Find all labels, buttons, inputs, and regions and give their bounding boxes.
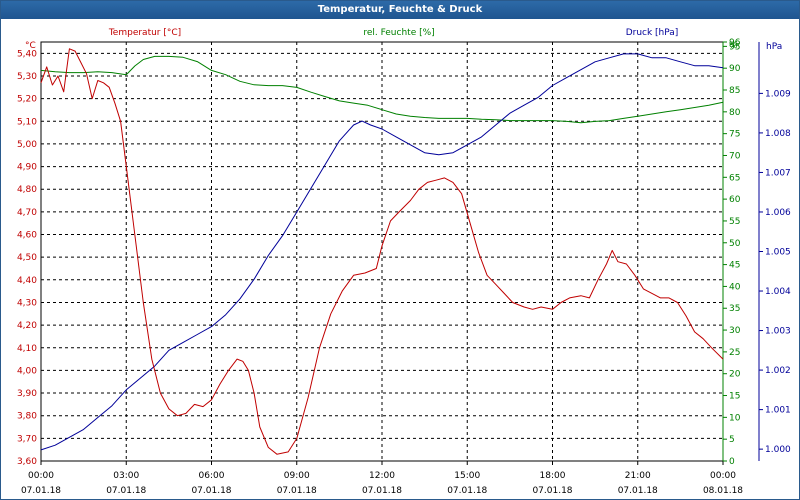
tick-label-time: 09:00 xyxy=(284,471,310,481)
tick-label-temperature: 4,20 xyxy=(17,321,37,331)
tick-label-temperature: 4,80 xyxy=(17,185,37,195)
tick-label-pressure: 1.004 xyxy=(765,287,791,297)
tick-label-date: 07.01.18 xyxy=(277,486,317,496)
tick-label-pressure: 1.008 xyxy=(765,129,791,139)
tick-label-humidity: 40 xyxy=(729,282,741,292)
tick-label-date: 07.01.18 xyxy=(447,486,487,496)
tick-label-temperature: 5,30 xyxy=(17,72,37,82)
series-line-temperature xyxy=(40,48,724,455)
tick-label-humidity: 15 xyxy=(729,392,740,402)
tick-label-humidity: 30 xyxy=(729,326,741,336)
tick-label-humidity: 95 xyxy=(729,42,740,52)
tick-label-time: 21:00 xyxy=(625,471,651,481)
tick-label-humidity: 10 xyxy=(729,413,741,423)
axis-unit-pressure: hPa xyxy=(766,42,782,52)
tick-label-humidity: 5 xyxy=(729,435,735,445)
tick-label-temperature: 3,60 xyxy=(17,457,37,467)
tick-label-date: 07.01.18 xyxy=(106,486,146,496)
series-label-humidity: rel. Feuchte [%] xyxy=(363,28,434,38)
tick-label-time: 06:00 xyxy=(199,471,225,481)
tick-label-humidity: 75 xyxy=(729,130,740,140)
tick-label-time: 12:00 xyxy=(369,471,395,481)
tick-label-temperature: 5,40 xyxy=(17,49,37,59)
tick-label-humidity: 80 xyxy=(729,108,741,118)
tick-label-date: 08.01.18 xyxy=(703,486,743,496)
tick-label-temperature: 3,80 xyxy=(17,412,37,422)
tick-label-temperature: 4,00 xyxy=(17,366,37,376)
tick-label-time: 18:00 xyxy=(540,471,566,481)
tick-label-temperature: 4,90 xyxy=(17,163,37,173)
tick-label-pressure: 1.009 xyxy=(765,89,791,99)
tick-label-temperature: 5,10 xyxy=(17,117,37,127)
tick-label-pressure: 1.003 xyxy=(765,327,791,337)
tick-label-temperature: 4,70 xyxy=(17,208,37,218)
tick-label-pressure: 1.006 xyxy=(765,208,791,218)
tick-label-pressure: 1.005 xyxy=(765,248,791,258)
tick-label-humidity: 20 xyxy=(729,370,741,380)
series-line-pressure xyxy=(40,53,724,451)
tick-label-temperature: 4,60 xyxy=(17,231,37,241)
window-title: Temperatur, Feuchte & Druck xyxy=(1,1,799,19)
tick-label-humidity: 60 xyxy=(729,195,741,205)
tick-label-pressure: 1.007 xyxy=(765,168,791,178)
tick-label-time: 00:00 xyxy=(710,471,736,481)
tick-label-date: 07.01.18 xyxy=(618,486,658,496)
tick-label-time: 15:00 xyxy=(454,471,480,481)
tick-label-temperature: 3,90 xyxy=(17,389,37,399)
axis-unit-humidity: % xyxy=(729,41,738,51)
tick-label-humidity: 50 xyxy=(729,239,741,249)
tick-label-temperature: 3,70 xyxy=(17,434,37,444)
tick-label-date: 07.01.18 xyxy=(532,486,572,496)
tick-label-humidity: 55 xyxy=(729,217,740,227)
series-label-pressure: Druck [hPa] xyxy=(626,28,679,38)
tick-label-humidity: 70 xyxy=(729,151,741,161)
tick-label-humidity: 35 xyxy=(729,304,740,314)
tick-label-temperature: 4,10 xyxy=(17,344,37,354)
tick-label-time: 00:00 xyxy=(28,471,54,481)
tick-label-temperature: 4,40 xyxy=(17,276,37,286)
tick-label-pressure: 1.001 xyxy=(765,406,791,416)
tick-label-date: 07.01.18 xyxy=(191,486,231,496)
tick-label-time: 03:00 xyxy=(113,471,139,481)
tick-label-humidity: 96 xyxy=(729,38,741,48)
tick-label-humidity: 45 xyxy=(729,261,740,271)
tick-label-pressure: 1.002 xyxy=(765,366,791,376)
series-label-temperature: Temperatur [°C] xyxy=(108,28,181,38)
tick-label-humidity: 65 xyxy=(729,173,740,183)
axis-unit-temperature: °C xyxy=(25,41,36,51)
tick-label-humidity: 90 xyxy=(729,64,741,74)
tick-label-humidity: 25 xyxy=(729,348,740,358)
tick-label-date: 07.01.18 xyxy=(362,486,402,496)
tick-label-humidity: 85 xyxy=(729,86,740,96)
tick-label-date: 07.01.18 xyxy=(21,486,61,496)
tick-label-temperature: 4,50 xyxy=(17,253,37,263)
tick-label-temperature: 5,00 xyxy=(17,140,37,150)
series-line-humidity xyxy=(40,55,724,124)
tick-label-humidity: 0 xyxy=(729,457,735,467)
tick-label-temperature: 4,30 xyxy=(17,298,37,308)
chart-svg: Temperatur [°C] rel. Feuchte [%] Druck [… xyxy=(17,28,791,496)
tick-label-pressure: 1.000 xyxy=(765,445,791,455)
tick-label-temperature: 5,20 xyxy=(17,95,37,105)
